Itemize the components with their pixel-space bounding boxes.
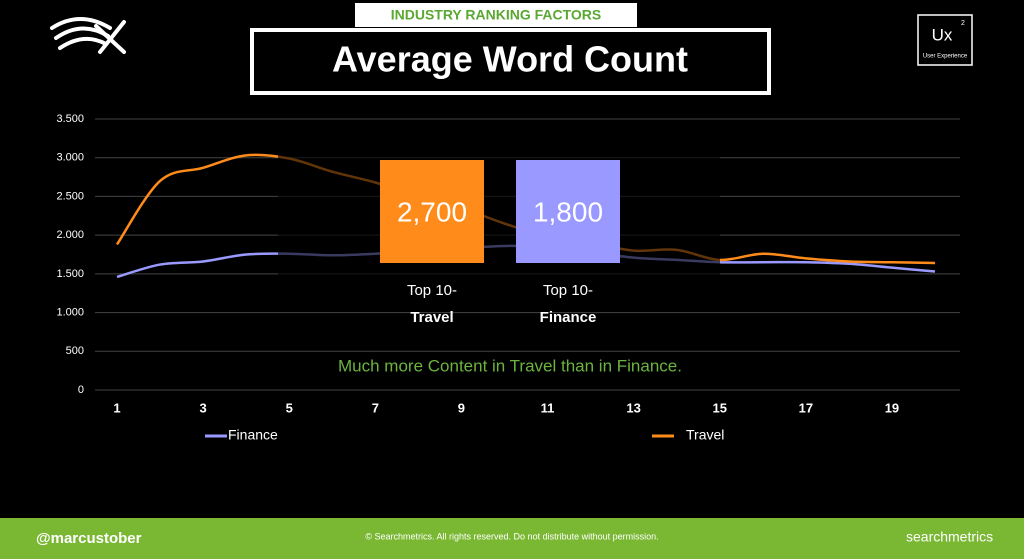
ux-logo-sup: 2 (961, 20, 965, 27)
y-tick-label: 2.500 (56, 190, 84, 202)
x-tick-label: 7 (372, 400, 379, 415)
x-tick-label: 17 (799, 400, 813, 415)
dim-overlay (278, 140, 720, 275)
callout-label: Top 10- (407, 282, 457, 299)
ux-logo-text: Ux (932, 25, 953, 44)
callout-value: 1,800 (533, 196, 603, 227)
footer-copyright: © Searchmetrics. All rights reserved. Do… (365, 531, 658, 541)
logo-swoosh (50, 17, 126, 54)
footer-bar (0, 518, 1024, 559)
y-tick-label: 3.000 (56, 152, 84, 164)
y-tick-label: 1.500 (56, 268, 84, 280)
y-tick-label: 1.000 (56, 306, 84, 318)
x-tick-label: 15 (713, 400, 727, 415)
legend-label: Travel (686, 427, 724, 443)
ux-logo-sub: User Experience (923, 54, 968, 60)
footer-brand: searchmetrics (906, 529, 993, 545)
y-tick-label: 2.000 (56, 229, 84, 241)
legend-label: Finance (228, 427, 278, 443)
callout-box (380, 160, 484, 263)
callout-label: Top 10- (543, 282, 593, 299)
title-box (250, 28, 771, 95)
callout-value: 2,700 (397, 196, 467, 227)
header-tab-text: INDUSTRY RANKING FACTORS (391, 7, 602, 23)
callout-label-bold: Finance (540, 309, 597, 326)
footer-handle: @marcustober (36, 530, 142, 547)
x-tick-label: 13 (626, 400, 640, 415)
callout-box (516, 160, 620, 263)
x-tick-label: 11 (541, 400, 555, 415)
y-tick-label: 3.500 (56, 113, 84, 125)
annotation: Much more Content in Travel than in Fina… (338, 356, 682, 375)
header-tab (355, 3, 637, 27)
title: Average Word Count (332, 39, 688, 80)
x-tick-label: 9 (458, 400, 465, 415)
ux-logo-box (917, 14, 973, 66)
x-tick-label: 5 (286, 400, 293, 415)
x-tick-label: 3 (199, 400, 206, 415)
x-tick-label: 1 (113, 400, 120, 415)
callout-label-bold: Travel (410, 309, 453, 326)
x-tick-label: 19 (885, 400, 899, 415)
y-tick-label: 0 (78, 384, 84, 396)
y-tick-label: 500 (66, 345, 84, 357)
